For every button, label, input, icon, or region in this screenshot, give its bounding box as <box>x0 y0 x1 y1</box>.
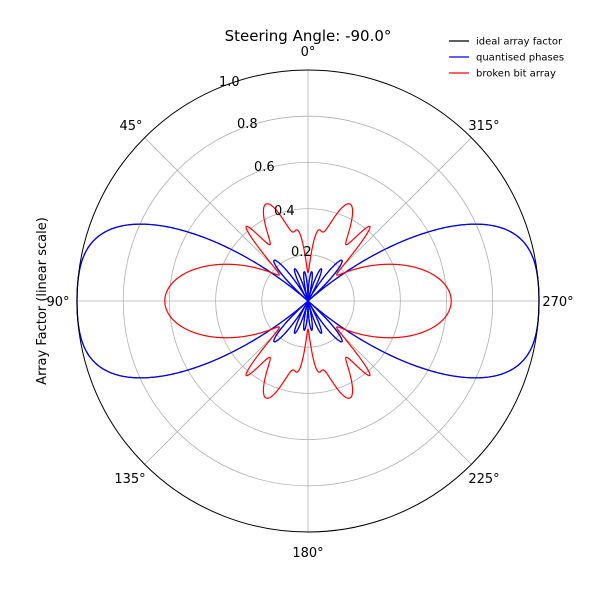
theta-tick-label: 270° <box>542 295 573 310</box>
legend-entry: quantised phases <box>476 53 564 64</box>
theta-tick-label: 180° <box>292 546 323 561</box>
r-tick-label: 1.0 <box>219 75 240 90</box>
theta-tick-label: 90° <box>46 295 69 310</box>
chart-title: Steering Angle: -90.0° <box>225 27 392 45</box>
theta-tick-label: 225° <box>468 472 499 487</box>
series-line <box>76 223 540 379</box>
r-tick-label: 0.4 <box>274 204 295 219</box>
theta-tick-label: 45° <box>119 119 142 134</box>
legend-entry: ideal array factor <box>476 37 563 48</box>
r-tick-label: 0.8 <box>237 117 258 132</box>
legend-entry: broken bit array <box>476 69 556 80</box>
theta-tick-label: 0° <box>301 45 316 60</box>
tick-labels: 0° 45° 90° 135° 180° 225° 270° 315° 0.2 0.4 0.6 0.8… <box>46 45 573 561</box>
r-tick-label: 0.2 <box>291 245 312 260</box>
series-line <box>164 203 452 399</box>
theta-tick-label: 135° <box>114 472 145 487</box>
legend: ideal array factor quantised phases broken… <box>445 32 593 82</box>
series-group <box>76 203 540 399</box>
polar-frame <box>76 69 540 533</box>
theta-tick-label: 315° <box>468 119 499 134</box>
r-tick-label: 0.6 <box>254 160 275 175</box>
legend-frame <box>445 32 593 82</box>
y-axis-label: Array Factor (linear scale) <box>35 217 50 385</box>
